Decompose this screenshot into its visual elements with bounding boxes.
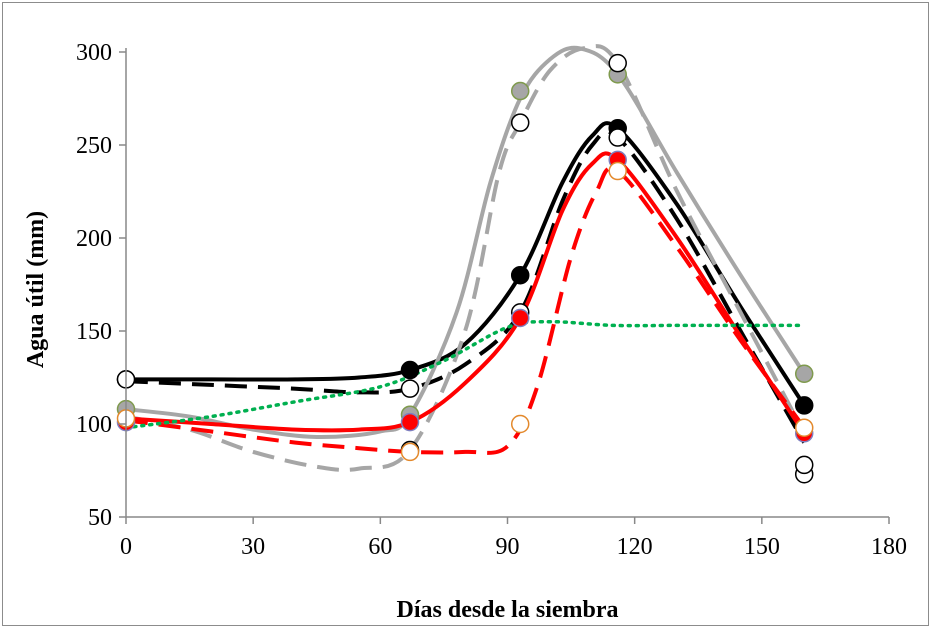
y-tick-label: 300 <box>76 40 112 66</box>
x-tick-label: 180 <box>871 534 907 560</box>
series-2-point <box>794 455 814 475</box>
x-axis-title: Días desde la siembra <box>397 597 619 623</box>
series-6-point <box>608 161 627 181</box>
x-tick-label: 30 <box>241 534 265 560</box>
y-tick-label: 50 <box>88 505 112 531</box>
line-chart: 0 30 60 90 120 150 180 50 100 150 200 250 300 Días d… <box>23 40 907 623</box>
series-2-point <box>400 379 420 398</box>
y-tick-label: 250 <box>76 133 112 159</box>
series-2-point <box>608 128 627 147</box>
series-curves <box>124 44 807 472</box>
x-tick-label: 90 <box>496 534 520 560</box>
series-1-point <box>400 360 420 380</box>
series-6-line <box>125 166 806 455</box>
series-5-point <box>510 308 530 328</box>
y-axis-title: Agua útil (mm) <box>23 211 49 368</box>
series-6-point <box>400 442 420 462</box>
series-1-point <box>794 396 814 415</box>
series-3-point <box>794 364 814 384</box>
y-tick-label: 200 <box>76 226 112 252</box>
series-5-line <box>124 151 807 436</box>
y-tick-label: 100 <box>76 412 112 438</box>
series-5-point <box>400 412 420 432</box>
series-3-line <box>124 45 807 440</box>
series-3-point <box>510 81 530 101</box>
x-tick-label: 0 <box>120 534 132 560</box>
y-tick-label: 150 <box>76 319 112 345</box>
series-1-line <box>124 121 807 408</box>
axis-ticks: 0 30 60 90 120 150 180 50 100 150 200 250 300 <box>76 40 907 560</box>
series-7-line <box>124 319 806 430</box>
series-1-point <box>510 265 530 285</box>
series-4-point <box>608 53 627 73</box>
series-2-line <box>125 129 806 444</box>
x-tick-label: 120 <box>617 534 653 560</box>
series-markers <box>116 53 814 484</box>
series-4-point <box>510 113 530 132</box>
x-tick-label: 150 <box>744 534 780 560</box>
series-4-line <box>125 44 806 472</box>
series-6-point <box>510 414 530 434</box>
x-tick-label: 60 <box>368 534 392 560</box>
series-6-point <box>794 418 814 437</box>
